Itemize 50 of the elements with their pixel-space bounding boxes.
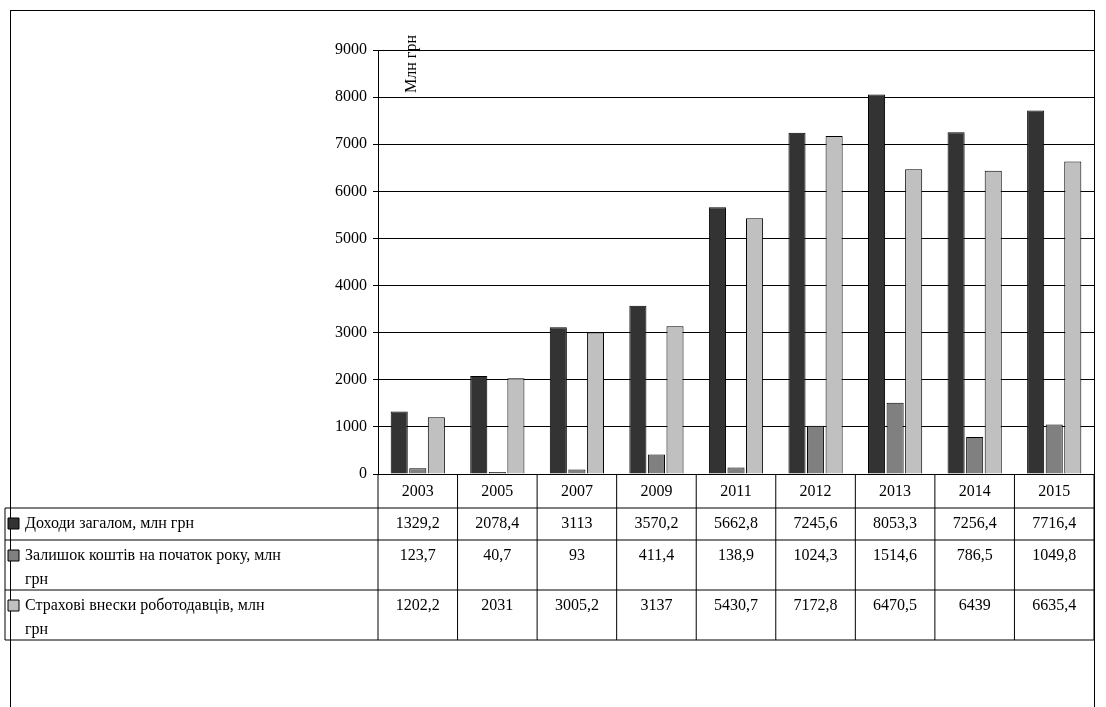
data-label: 5662,8 xyxy=(714,514,758,532)
x-tick-label: 2009 xyxy=(640,481,673,499)
data-label: 6635,4 xyxy=(1032,596,1077,614)
data-label: 786,5 xyxy=(956,546,993,564)
data-label: 93 xyxy=(568,546,585,564)
data-label: 1329,2 xyxy=(395,514,440,532)
data-label: 411,4 xyxy=(638,546,675,564)
data-label: 2078,4 xyxy=(475,514,520,532)
data-label: 6439 xyxy=(958,596,991,614)
data-label: 7256,4 xyxy=(952,514,997,532)
data-label: 3113 xyxy=(561,514,593,532)
x-tick-label: 2012 xyxy=(799,481,832,499)
x-tick-label: 2003 xyxy=(401,481,434,499)
data-label: 1202,2 xyxy=(395,596,440,614)
data-label: 3137 xyxy=(640,596,673,614)
data-label: 1024,3 xyxy=(793,546,838,564)
x-tick-label: 2015 xyxy=(1038,481,1071,499)
data-label: 8053,3 xyxy=(873,514,918,532)
x-tick-label: 2013 xyxy=(879,481,912,499)
y-axis-title: Млн грн xyxy=(402,34,421,93)
data-label: 1049,8 xyxy=(1032,546,1077,564)
y-tick-label: 6000 xyxy=(335,181,367,199)
y-tick-label: 9000 xyxy=(335,40,367,58)
data-label: 123,7 xyxy=(399,546,436,564)
data-label: 138,9 xyxy=(718,546,754,564)
data-label: 7172,8 xyxy=(793,596,838,614)
data-label: 7245,6 xyxy=(793,514,838,532)
y-tick-label: 1000 xyxy=(335,417,367,435)
legend-label: Страхові внески роботодавців, млн грн xyxy=(25,596,265,639)
data-label: 2031 xyxy=(481,596,514,614)
data-label: 3570,2 xyxy=(634,514,679,532)
x-tick-label: 2014 xyxy=(958,481,991,499)
x-tick-label: 2005 xyxy=(481,481,514,499)
y-tick-label: 7000 xyxy=(335,134,367,152)
y-tick-label: 0 xyxy=(359,464,367,482)
data-label: 5430,7 xyxy=(714,596,758,614)
x-tick-label: 2011 xyxy=(720,481,752,499)
data-label: 40,7 xyxy=(483,546,512,564)
y-tick-label: 5000 xyxy=(335,228,367,246)
data-label: 7716,4 xyxy=(1032,514,1077,532)
y-tick-label: 3000 xyxy=(335,322,367,340)
y-tick-label: 4000 xyxy=(335,275,367,293)
data-label: 1514,6 xyxy=(873,546,918,564)
data-label: 6470,5 xyxy=(873,596,918,614)
y-tick-label: 8000 xyxy=(335,87,367,105)
y-tick-label: 2000 xyxy=(335,369,367,387)
legend-label: Доходи загалом, млн грн xyxy=(25,514,195,533)
legend-label: Залишок коштів на початок року, млн грн xyxy=(25,546,282,589)
data-label: 3005,2 xyxy=(554,596,599,614)
x-tick-label: 2007 xyxy=(560,481,593,499)
